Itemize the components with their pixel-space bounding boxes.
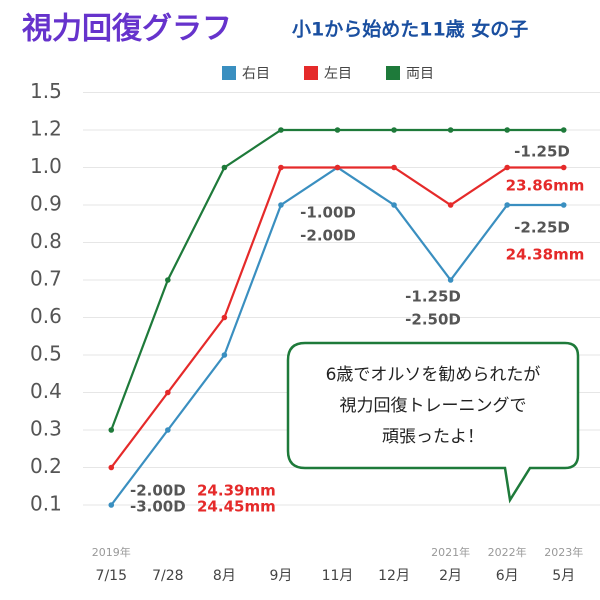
data-point <box>165 389 171 396</box>
callout-bubble <box>286 341 580 504</box>
year-label: 2023年 <box>544 545 583 559</box>
data-point <box>221 164 228 171</box>
annotation: -1.00D <box>300 204 356 222</box>
data-point <box>108 502 115 508</box>
data-point <box>165 427 171 433</box>
annotation: -1.25D <box>405 288 461 306</box>
data-point <box>391 202 397 208</box>
data-point <box>221 352 228 358</box>
data-point <box>391 127 397 133</box>
legend-label: 両目 <box>406 66 434 82</box>
legend-swatch <box>222 66 236 80</box>
annotation: -2.00D <box>130 482 186 500</box>
data-point <box>504 127 510 133</box>
y-tick-label: 0.8 <box>30 229 62 253</box>
legend-label: 右目 <box>242 66 270 82</box>
x-tick-label: 11月 <box>322 568 354 584</box>
x-tick-label: 2月 <box>439 568 462 584</box>
data-point <box>447 202 454 208</box>
callout-text: 6歳でオルソを勧められたが <box>326 365 541 385</box>
data-point <box>391 164 397 171</box>
data-point <box>504 202 510 208</box>
y-tick-label: 0.9 <box>30 192 62 216</box>
y-tick-label: 0.5 <box>30 342 62 366</box>
legend-swatch <box>386 66 400 80</box>
annotation: -2.25D <box>514 219 570 237</box>
x-tick-label: 6月 <box>496 568 519 584</box>
data-point <box>278 202 284 208</box>
data-point <box>560 164 567 171</box>
annotation: 24.39mm <box>197 482 276 500</box>
y-tick-label: 0.6 <box>30 304 62 328</box>
annotation: 23.86mm <box>506 177 585 195</box>
data-point <box>108 464 115 471</box>
x-tick-label: 8月 <box>213 568 236 584</box>
data-point <box>221 314 228 321</box>
data-point <box>334 164 341 171</box>
y-tick-label: 0.1 <box>30 492 62 516</box>
legend-label: 左目 <box>324 66 352 82</box>
data-point <box>108 427 115 433</box>
callout-text: 視力回復トレーニングで <box>340 396 527 416</box>
data-point <box>560 127 567 133</box>
legend-swatch <box>304 66 318 80</box>
x-tick-label: 7/15 <box>96 568 127 584</box>
chart-title: 視力回復グラフ <box>22 12 232 47</box>
x-tick-label: 9月 <box>269 568 292 584</box>
data-point <box>165 277 171 283</box>
data-point <box>278 164 284 171</box>
x-tick-label: 5月 <box>552 568 575 584</box>
data-point <box>447 127 454 133</box>
annotation: 24.45mm <box>197 498 276 516</box>
year-label: 2021年 <box>431 545 470 559</box>
y-tick-label: 0.7 <box>30 267 62 291</box>
annotation: -1.25D <box>514 143 570 161</box>
y-tick-label: 0.3 <box>30 417 62 441</box>
annotation: -2.50D <box>405 311 461 329</box>
callout-text: 頑張ったよ！ <box>382 427 484 447</box>
annotation: -2.00D <box>300 227 356 245</box>
data-point <box>560 202 567 208</box>
y-tick-label: 1.5 <box>30 79 62 103</box>
y-tick-label: 0.2 <box>30 454 62 478</box>
y-tick-label: 0.4 <box>30 379 62 403</box>
data-point <box>334 127 341 133</box>
y-tick-label: 1.0 <box>30 154 62 178</box>
annotation: 24.38mm <box>506 246 585 264</box>
x-tick-label: 7/28 <box>152 568 183 584</box>
year-label: 2022年 <box>488 545 527 559</box>
year-label: 2019年 <box>92 545 131 559</box>
y-tick-label: 1.2 <box>30 117 62 141</box>
data-point <box>447 277 454 283</box>
chart-subtitle: 小1から始めた11歳 女の子 <box>292 18 528 41</box>
x-tick-label: 12月 <box>378 568 410 584</box>
data-point <box>278 127 284 133</box>
data-point <box>504 164 510 171</box>
annotation: -3.00D <box>130 498 186 516</box>
